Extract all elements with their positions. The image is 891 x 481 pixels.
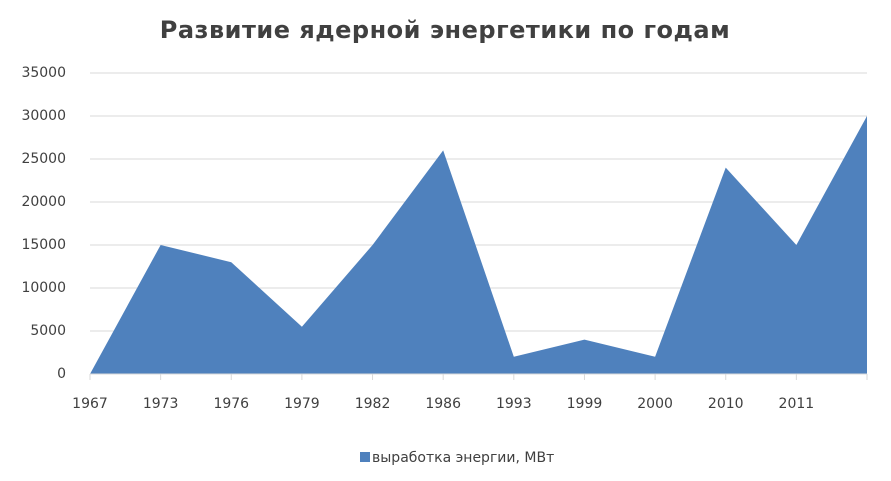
x-tick-label: 1976 (213, 396, 249, 412)
legend-swatch (360, 452, 370, 462)
x-tick-label: 2011 (779, 396, 815, 412)
area (90, 116, 867, 374)
y-tick-label: 0 (57, 366, 66, 382)
chart-title: Развитие ядерной энергетики по годам (160, 16, 731, 44)
x-tick-label: 1979 (284, 396, 320, 412)
x-tick-label: 1993 (496, 396, 532, 412)
x-tick-label: 2000 (637, 396, 673, 412)
y-tick-label: 15000 (21, 237, 66, 253)
x-tick-label: 1982 (355, 396, 391, 412)
x-tick-label: 1986 (425, 396, 461, 412)
y-tick-label: 10000 (21, 280, 66, 296)
x-tick-label: 1999 (567, 396, 603, 412)
x-tick-label: 2010 (708, 396, 744, 412)
x-tick-label: 1973 (143, 396, 179, 412)
y-tick-label: 25000 (21, 151, 66, 167)
y-tick-label: 30000 (21, 108, 66, 124)
y-tick-label: 20000 (21, 194, 66, 210)
y-tick-label: 5000 (30, 323, 66, 339)
y-tick-label: 35000 (21, 65, 66, 81)
legend-label: выработка энергии, МВт (372, 450, 554, 466)
x-tick-label: 1967 (72, 396, 108, 412)
